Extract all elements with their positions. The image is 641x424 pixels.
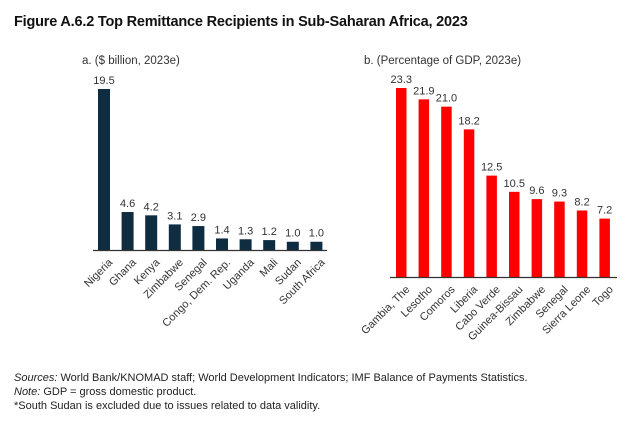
bar-zimbabwe — [531, 199, 543, 277]
data-label: 1.0 — [285, 228, 300, 240]
data-label: 7.2 — [597, 205, 612, 217]
panel-a-title: a. ($ billion, 2023e) — [82, 55, 180, 67]
bar-kenya — [145, 215, 158, 250]
bar-gambia-the — [396, 88, 407, 277]
data-label: 4.6 — [120, 198, 135, 210]
data-label: 8.2 — [574, 196, 589, 208]
bar-mali — [263, 240, 276, 250]
data-label: 23.3 — [391, 74, 412, 86]
note-label: Note: — [14, 386, 41, 398]
bar-guinea-bissau — [509, 191, 520, 277]
bar-senegal — [192, 226, 205, 250]
data-label: 2.9 — [191, 212, 206, 224]
bar-sierra-leone — [576, 210, 588, 277]
data-label: 1.3 — [238, 225, 253, 237]
data-label: 1.4 — [214, 224, 229, 236]
sources-label: Sources: — [14, 372, 58, 384]
figure-title: Figure A.6.2 Top Remittance Recipients i… — [14, 14, 468, 30]
data-label: 12.5 — [481, 162, 502, 174]
footnote: *South Sudan is excluded due to issues r… — [14, 400, 321, 412]
sources-text: World Bank/KNOMAD staff; World Developme… — [57, 372, 528, 384]
note-line: Note: GDP = gross domestic product. — [14, 385, 528, 399]
bar-senegal — [554, 201, 565, 277]
data-label: 1.2 — [262, 226, 277, 238]
data-label: 21.9 — [413, 85, 434, 97]
data-label: 9.3 — [552, 188, 567, 200]
bar-sudan — [286, 241, 299, 250]
note-text: GDP = gross domestic product. — [40, 386, 197, 398]
bar-cabo-verde — [486, 175, 497, 277]
sources-line: Sources: World Bank/KNOMAD staff; World … — [14, 371, 528, 385]
data-label: 3.1 — [167, 210, 182, 222]
bar-comoros — [441, 106, 452, 278]
bar-lesotho — [418, 99, 430, 277]
data-label: 4.2 — [144, 201, 159, 213]
x-tick-label: Togo — [591, 284, 616, 309]
data-label: 10.5 — [504, 178, 525, 190]
bar-congo-dem-rep- — [216, 238, 228, 250]
bar-zimbabwe — [168, 224, 181, 250]
data-label: 9.6 — [529, 185, 544, 197]
data-label: 19.5 — [93, 75, 114, 87]
data-label: 21.0 — [436, 93, 457, 105]
bar-uganda — [239, 239, 252, 250]
bar-nigeria — [98, 89, 110, 250]
data-label: 18.2 — [458, 115, 479, 127]
bar-ghana — [121, 212, 134, 250]
notes: Sources: World Bank/KNOMAD staff; World … — [14, 371, 528, 413]
bar-togo — [599, 218, 610, 277]
panel-b-title: b. (Percentage of GDP, 2023e) — [364, 55, 522, 67]
data-label: 1.0 — [309, 228, 324, 240]
bar-south-africa — [310, 241, 323, 250]
bar-liberia — [463, 129, 475, 277]
